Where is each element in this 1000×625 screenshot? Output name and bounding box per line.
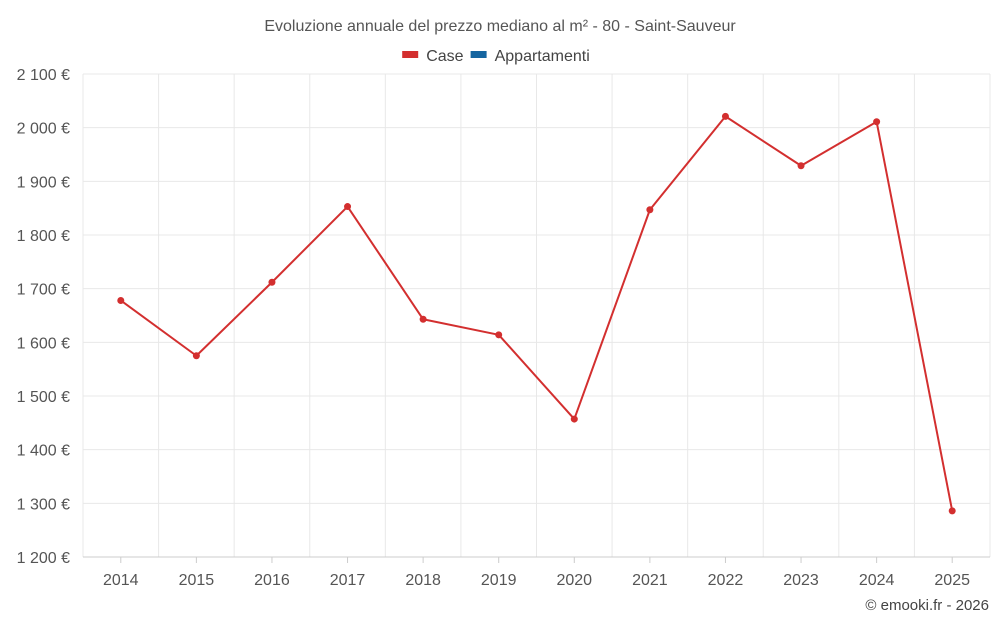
x-tick-label: 2023 [783,572,819,589]
y-tick-label: 1 200 € [17,550,70,567]
legend-swatch [470,51,487,58]
y-tick-label: 1 300 € [17,496,70,513]
data-point[interactable] [721,112,729,120]
series-line-case [120,115,954,512]
data-point[interactable] [948,507,956,515]
y-tick-label: 2 000 € [17,121,70,138]
y-tick-label: 1 800 € [17,228,70,245]
x-tick-label: 2025 [934,572,970,589]
x-tick-label: 2018 [405,572,441,589]
data-point[interactable] [268,278,276,286]
y-tick-label: 1 400 € [17,443,70,460]
x-tick-label: 2019 [481,572,517,589]
x-tick-label: 2024 [859,572,895,589]
y-axis: 1 200 € 1 300 € 1 400 € 1 500 € 1 600 € 1 700… [17,67,70,567]
x-tick-label: 2021 [632,572,668,589]
credit-text: © emooki.fr - 2026 [865,597,989,614]
legend: Case Appartamenti [402,48,590,65]
y-tick-label: 1 500 € [17,389,70,406]
x-tick-label: 2015 [179,572,215,589]
data-point[interactable] [344,203,352,211]
data-point[interactable] [192,352,200,360]
grid [82,73,991,557]
y-tick-label: 1 600 € [17,335,70,352]
data-point[interactable] [873,118,881,126]
y-tick-label: 2 100 € [17,67,70,84]
data-point[interactable] [646,206,654,214]
data-point[interactable] [570,415,578,423]
legend-label[interactable]: Case [426,48,463,65]
x-tick-label: 2014 [103,572,139,589]
data-point[interactable] [797,162,805,170]
x-tick-label: 2016 [254,572,290,589]
data-point[interactable] [117,296,125,304]
series-layer [117,112,956,515]
y-tick-label: 1 900 € [17,174,70,191]
data-point[interactable] [419,315,427,323]
x-tick-label: 2017 [330,572,366,589]
legend-label[interactable]: Appartamenti [495,48,590,65]
legend-swatch [402,51,419,58]
chart-title: Evoluzione annuale del prezzo mediano al… [264,18,736,35]
y-tick-label: 1 700 € [17,282,70,299]
x-tick-label: 2022 [708,572,744,589]
data-point[interactable] [495,331,503,339]
x-axis: 2014 2015 2016 2017 2018 2019 2020 2021 2022 2023… [83,556,990,589]
x-tick-label: 2020 [556,572,592,589]
